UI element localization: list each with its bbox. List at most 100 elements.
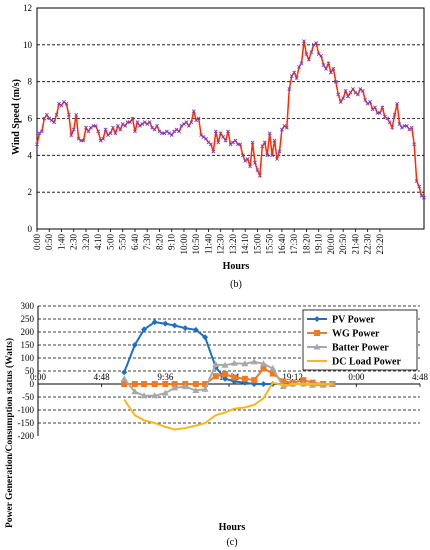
power-series-point [231, 378, 238, 385]
power-chart-y-tick-label: -100 [18, 405, 35, 415]
wind-speed-point [360, 88, 365, 93]
wind-speed-point [329, 70, 333, 75]
wind-speed-point [414, 179, 419, 184]
wind-speed-point [152, 127, 157, 132]
power-series-point [151, 392, 159, 399]
wind-speed-point [42, 116, 47, 121]
wind-speed-point [123, 123, 128, 128]
wind-speed-point [331, 66, 336, 71]
power-chart-y-tick-label: 0 [30, 379, 35, 389]
power-series-point [259, 360, 267, 367]
wind-speed-point [343, 88, 348, 93]
wind-speed-point [390, 125, 395, 130]
wind-chart-caption: (b) [230, 279, 242, 290]
wind-speed-point [321, 63, 326, 68]
power-chart-y-tick-label: 300 [21, 301, 35, 311]
power-series-point [241, 360, 249, 367]
wind-speed-point [284, 125, 289, 130]
wind-chart-x-tick-label: 20:00 [326, 234, 336, 255]
power-series-point [250, 358, 258, 365]
wind-chart-x-tick-label: 21:40 [350, 234, 360, 255]
power-series-point [230, 359, 238, 366]
power-chart-y-axis-label: Power Generation/Consumption status (Wat… [4, 338, 15, 528]
wind-speed-point [135, 120, 140, 125]
wind-chart-y-axis-label: Wind Speed (m/s) [11, 79, 22, 155]
power-chart-x-tick-label: 4:48 [412, 372, 429, 382]
wind-chart-x-tick-label: 4:10 [93, 234, 103, 251]
power-chart-x-tick-label: 14:24 [219, 372, 240, 382]
power-chart-x-tick-label: 0:00 [348, 372, 365, 382]
power-series-point [140, 392, 148, 399]
power-series-point [202, 381, 209, 387]
wind-chart-y-tick-label: 8 [28, 77, 33, 87]
power-chart-x-ticks: 0:00 4:48 9:36 14:24 19:12 0:00 4:48 [30, 372, 429, 387]
wind-speed-point [189, 120, 194, 125]
wind-speed-point [377, 111, 382, 115]
power-legend-item: Batter Power [307, 343, 389, 354]
wind-speed-point [404, 123, 409, 128]
power-series-point [161, 389, 169, 396]
wind-speed-point [275, 157, 279, 161]
wind-speed-point [59, 103, 64, 108]
wind-speed-point [35, 142, 39, 147]
power-legend-marker [314, 316, 320, 322]
power-legend-label: DC Load Power [332, 357, 401, 368]
wind-chart-x-tick-label: 9:10 [167, 234, 177, 251]
wind-speed-point [265, 153, 270, 158]
wind-speed-point [248, 164, 253, 169]
power-series-point [212, 361, 220, 367]
wind-speed-point [218, 131, 223, 136]
wind-speed-point [373, 105, 377, 110]
wind-chart-x-tick-label: 15:00 [252, 234, 262, 255]
wind-chart-x-tick-label: 10:50 [191, 234, 201, 255]
power-legend-item: WG Power [307, 329, 380, 340]
power-chart-y-tick-label: 150 [21, 340, 35, 350]
wind-chart-x-tick-label: 6:40 [130, 234, 140, 251]
power-legend-label: PV Power [332, 315, 375, 326]
power-chart-x-tick-label: 19:12 [282, 372, 303, 382]
power-series-line [124, 367, 333, 385]
wind-speed-point [270, 153, 275, 158]
wind-speed-point [84, 125, 88, 130]
wind-speed-point [324, 66, 328, 71]
wind-speed-point [314, 41, 319, 45]
wind-speed-point [86, 129, 91, 134]
wind-speed-point [211, 149, 216, 154]
wind-speed-point [422, 195, 426, 200]
wind-speed-point [238, 142, 243, 147]
wind-speed-point [64, 101, 69, 106]
power-chart-x-tick-label: 0:00 [30, 372, 47, 382]
wind-speed-point [133, 129, 137, 134]
wind-speed-point [409, 125, 414, 130]
power-series-point [151, 381, 158, 387]
power-series-point [221, 361, 229, 368]
wind-speed-point [395, 101, 399, 106]
wind-speed-point [208, 142, 213, 147]
power-legend-marker [314, 330, 320, 336]
wind-speed-point [380, 105, 385, 110]
power-chart-y-ticks: -200 -150 -100 -50 0 50 100 150 200 250 300 [18, 301, 35, 441]
wind-speed-point [245, 157, 250, 161]
wind-speed-point [71, 127, 76, 132]
power-series-point [222, 371, 229, 378]
wind-chart-y-tick-label: 6 [28, 114, 33, 124]
wind-chart-x-tick-label: 19:10 [314, 234, 324, 255]
wind-speed-point [292, 70, 297, 75]
power-chart-series [120, 319, 336, 431]
wind-chart-x-tick-label: 5:00 [105, 234, 115, 251]
power-series-point [171, 381, 178, 387]
power-series-point [121, 381, 128, 387]
wind-speed-point [115, 123, 120, 128]
wind-speed-point [297, 65, 302, 69]
wind-speed-point [130, 116, 135, 121]
wind-chart-x-axis-label: Hours [223, 261, 250, 272]
wind-speed-chart: 0 2 4 6 8 10 12 0:00 0:50 1:40 2:30 3:20 4:10 5:00 5:… [11, 3, 426, 290]
power-series-point [192, 387, 200, 393]
wind-speed-point [368, 100, 373, 104]
wind-speed-point [326, 61, 331, 66]
wind-speed-point [93, 123, 98, 128]
wind-speed-point [397, 122, 402, 126]
wind-speed-point [213, 129, 218, 134]
power-chart-x-tick-label: 4:48 [94, 372, 111, 382]
wind-speed-point [304, 52, 309, 56]
